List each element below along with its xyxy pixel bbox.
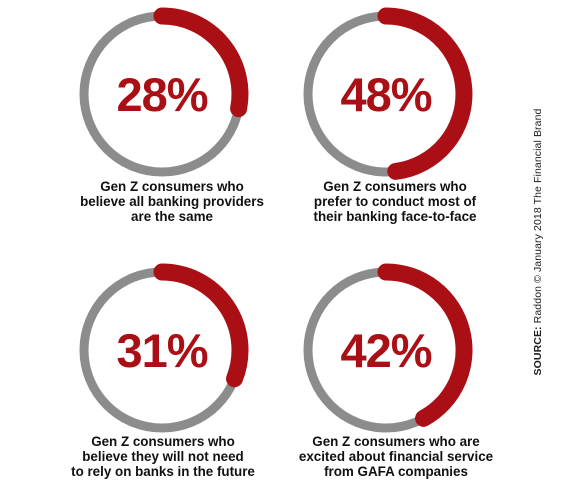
source-note: SOURCE: Raddon © January 2018 The Financ… — [532, 109, 544, 376]
donut-not-rely: 31% — [79, 263, 249, 433]
caption-gafa: Gen Z consumers who are excited about fi… — [276, 434, 516, 479]
donut-value-arc — [377, 7, 473, 180]
caption-believe-same: Gen Z consumers who believe all banking … — [52, 179, 292, 224]
caption-line: Gen Z consumers who — [100, 179, 244, 194]
caption-line: their banking face-to-face — [313, 209, 477, 224]
source-text: Raddon © January 2018 The Financial Bran… — [532, 108, 544, 324]
caption-not-rely: Gen Z consumers who believe they will no… — [43, 434, 283, 479]
source-label: SOURCE: — [532, 326, 544, 376]
caption-line: Gen Z consumers who are — [312, 434, 480, 449]
caption-line: excited about financial service — [298, 449, 494, 464]
caption-line: from GAFA companies — [324, 464, 468, 479]
percent-label: 42% — [340, 324, 431, 377]
caption-line: are the same — [131, 209, 213, 224]
caption-line: believe all banking providers — [80, 194, 264, 209]
percent-label: 28% — [116, 68, 207, 121]
caption-line: Gen Z consumers who — [323, 179, 467, 194]
donut-value-arc — [377, 263, 473, 427]
caption-line: prefer to conduct most of — [313, 194, 477, 209]
caption-line: Gen Z consumers who — [91, 434, 235, 449]
caption-line: to rely on banks in the future — [71, 464, 255, 479]
caption-line: believe they will not need — [82, 449, 244, 464]
percent-label: 31% — [116, 324, 207, 377]
donut-gafa: 42% — [303, 263, 473, 433]
donut-value-arc — [153, 263, 249, 388]
caption-face-to-face: Gen Z consumers who prefer to conduct mo… — [275, 179, 515, 224]
donut-believe-same: 28% — [79, 7, 249, 177]
percent-label: 48% — [340, 68, 431, 121]
donut-value-arc — [153, 7, 249, 118]
donut-face-to-face: 48% — [303, 7, 473, 180]
